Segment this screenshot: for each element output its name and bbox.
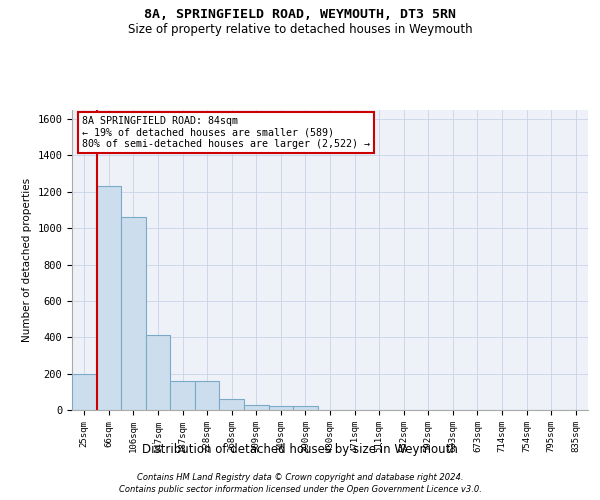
Bar — [220, 399, 244, 410]
Bar — [244, 404, 269, 410]
Text: Contains HM Land Registry data © Crown copyright and database right 2024.: Contains HM Land Registry data © Crown c… — [137, 472, 463, 482]
Y-axis label: Number of detached properties: Number of detached properties — [22, 178, 32, 342]
Bar — [146, 336, 170, 410]
Bar — [269, 406, 293, 410]
Bar — [293, 406, 318, 410]
Bar — [170, 381, 195, 410]
Text: Contains public sector information licensed under the Open Government Licence v3: Contains public sector information licen… — [119, 485, 481, 494]
Text: 8A, SPRINGFIELD ROAD, WEYMOUTH, DT3 5RN: 8A, SPRINGFIELD ROAD, WEYMOUTH, DT3 5RN — [144, 8, 456, 20]
Bar — [72, 374, 97, 410]
Text: Distribution of detached houses by size in Weymouth: Distribution of detached houses by size … — [142, 442, 458, 456]
Text: 8A SPRINGFIELD ROAD: 84sqm
← 19% of detached houses are smaller (589)
80% of sem: 8A SPRINGFIELD ROAD: 84sqm ← 19% of deta… — [82, 116, 370, 149]
Bar — [195, 381, 220, 410]
Text: Size of property relative to detached houses in Weymouth: Size of property relative to detached ho… — [128, 22, 472, 36]
Bar — [121, 218, 146, 410]
Bar — [97, 186, 121, 410]
